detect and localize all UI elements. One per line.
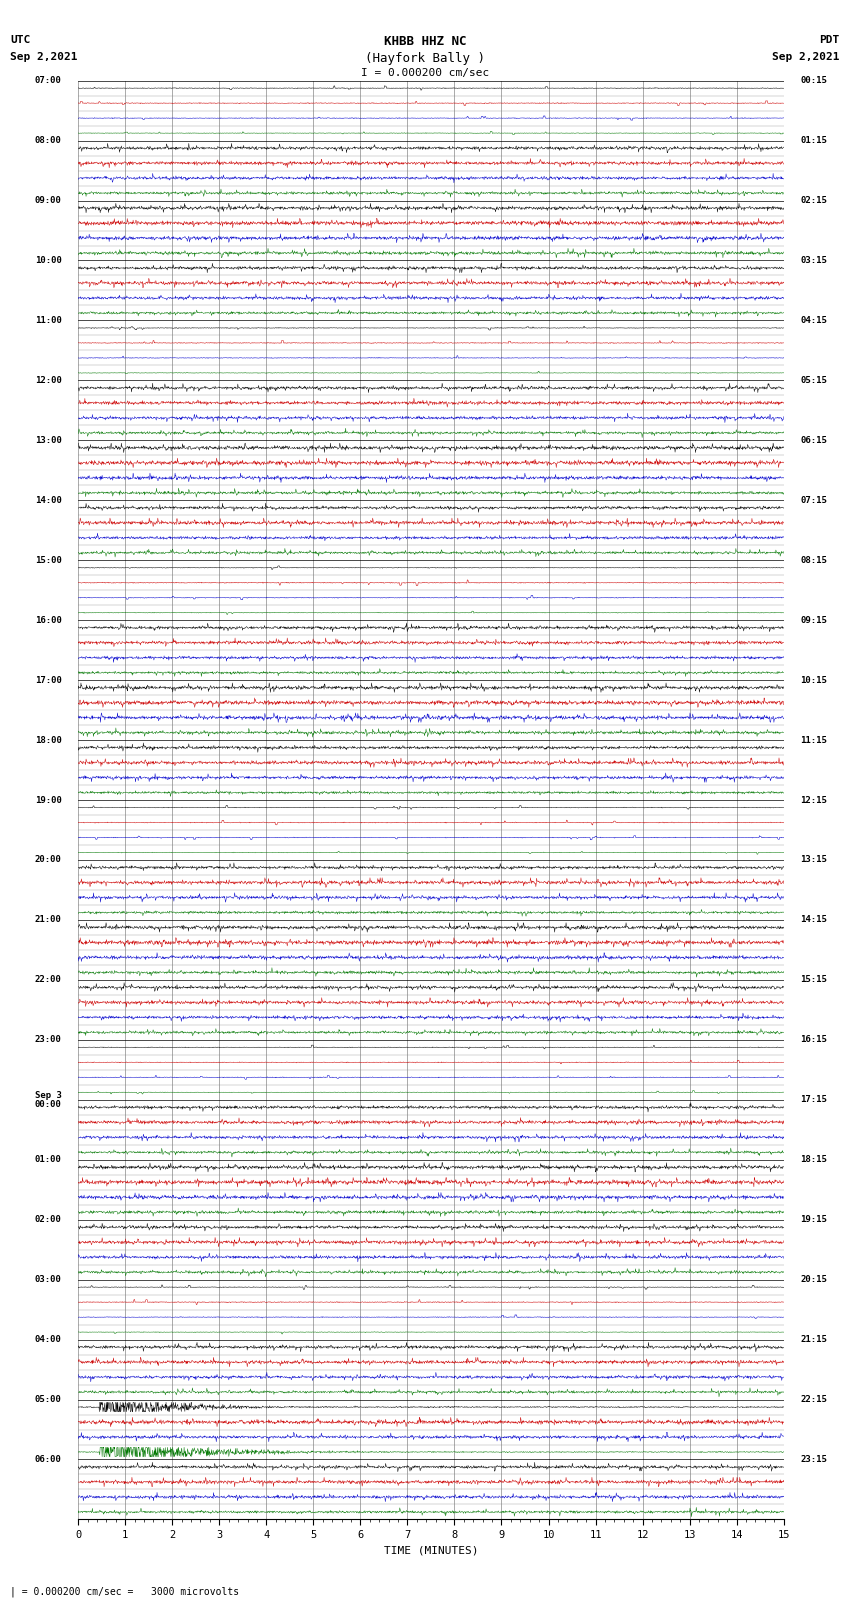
Text: 07:00: 07:00 bbox=[35, 76, 62, 85]
Text: 03:15: 03:15 bbox=[800, 256, 827, 265]
Text: 08:15: 08:15 bbox=[800, 556, 827, 565]
Text: 12:00: 12:00 bbox=[35, 376, 62, 386]
Text: 02:00: 02:00 bbox=[35, 1215, 62, 1224]
Text: Sep 2,2021: Sep 2,2021 bbox=[773, 52, 840, 61]
Text: 21:00: 21:00 bbox=[35, 916, 62, 924]
Text: Sep 3: Sep 3 bbox=[35, 1090, 62, 1100]
Text: 16:00: 16:00 bbox=[35, 616, 62, 624]
Text: 23:00: 23:00 bbox=[35, 1036, 62, 1044]
Text: 10:00: 10:00 bbox=[35, 256, 62, 265]
Text: 11:15: 11:15 bbox=[800, 736, 827, 745]
Text: 18:15: 18:15 bbox=[800, 1155, 827, 1165]
Text: 20:00: 20:00 bbox=[35, 855, 62, 865]
Text: 15:00: 15:00 bbox=[35, 556, 62, 565]
Text: 06:15: 06:15 bbox=[800, 436, 827, 445]
Text: 19:00: 19:00 bbox=[35, 795, 62, 805]
Text: 23:15: 23:15 bbox=[800, 1455, 827, 1465]
Text: 05:15: 05:15 bbox=[800, 376, 827, 386]
Text: | = 0.000200 cm/sec =   3000 microvolts: | = 0.000200 cm/sec = 3000 microvolts bbox=[10, 1586, 240, 1597]
X-axis label: TIME (MINUTES): TIME (MINUTES) bbox=[383, 1545, 479, 1555]
Text: 15:15: 15:15 bbox=[800, 976, 827, 984]
Text: 17:15: 17:15 bbox=[800, 1095, 827, 1105]
Text: 07:15: 07:15 bbox=[800, 495, 827, 505]
Text: 04:00: 04:00 bbox=[35, 1336, 62, 1344]
Text: 18:00: 18:00 bbox=[35, 736, 62, 745]
Text: 01:15: 01:15 bbox=[800, 135, 827, 145]
Text: 00:00: 00:00 bbox=[35, 1100, 62, 1108]
Text: 22:15: 22:15 bbox=[800, 1395, 827, 1403]
Text: 22:00: 22:00 bbox=[35, 976, 62, 984]
Text: 17:00: 17:00 bbox=[35, 676, 62, 684]
Text: 10:15: 10:15 bbox=[800, 676, 827, 684]
Text: 20:15: 20:15 bbox=[800, 1276, 827, 1284]
Text: 14:00: 14:00 bbox=[35, 495, 62, 505]
Text: 13:15: 13:15 bbox=[800, 855, 827, 865]
Text: 06:00: 06:00 bbox=[35, 1455, 62, 1465]
Text: 03:00: 03:00 bbox=[35, 1276, 62, 1284]
Text: KHBB HHZ NC: KHBB HHZ NC bbox=[383, 35, 467, 48]
Text: 19:15: 19:15 bbox=[800, 1215, 827, 1224]
Text: 04:15: 04:15 bbox=[800, 316, 827, 324]
Text: UTC: UTC bbox=[10, 35, 31, 45]
Text: (Hayfork Bally ): (Hayfork Bally ) bbox=[365, 52, 485, 65]
Text: 02:15: 02:15 bbox=[800, 197, 827, 205]
Text: I = 0.000200 cm/sec: I = 0.000200 cm/sec bbox=[361, 68, 489, 77]
Text: 14:15: 14:15 bbox=[800, 916, 827, 924]
Text: 01:00: 01:00 bbox=[35, 1155, 62, 1165]
Text: 13:00: 13:00 bbox=[35, 436, 62, 445]
Text: 21:15: 21:15 bbox=[800, 1336, 827, 1344]
Text: 00:15: 00:15 bbox=[800, 76, 827, 85]
Text: 09:15: 09:15 bbox=[800, 616, 827, 624]
Text: 09:00: 09:00 bbox=[35, 197, 62, 205]
Text: 11:00: 11:00 bbox=[35, 316, 62, 324]
Text: 16:15: 16:15 bbox=[800, 1036, 827, 1044]
Text: Sep 2,2021: Sep 2,2021 bbox=[10, 52, 77, 61]
Text: 05:00: 05:00 bbox=[35, 1395, 62, 1403]
Text: 12:15: 12:15 bbox=[800, 795, 827, 805]
Text: PDT: PDT bbox=[819, 35, 840, 45]
Text: 08:00: 08:00 bbox=[35, 135, 62, 145]
